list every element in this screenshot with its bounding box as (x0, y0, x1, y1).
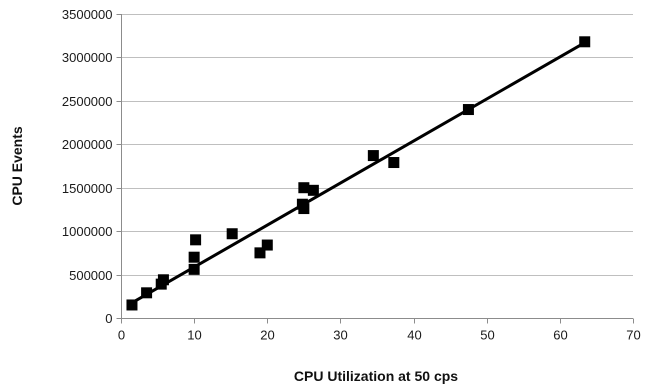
x-tick-label: 10 (187, 328, 201, 343)
y-axis-title: CPU Events (9, 126, 25, 206)
x-tick-label: 70 (626, 328, 640, 343)
y-tick-label: 3500000 (62, 7, 113, 22)
y-tick-label: 1500000 (62, 181, 113, 196)
x-axis-title: CPU Utilization at 50 cps (294, 368, 458, 384)
trendline (128, 41, 587, 306)
data-point (388, 157, 400, 169)
trendline-layer (128, 41, 587, 306)
x-tick-label: 30 (333, 328, 347, 343)
y-tick-label: 2000000 (62, 137, 113, 152)
gridlines (121, 14, 633, 276)
data-point (126, 299, 138, 311)
data-point (254, 247, 266, 259)
data-point (462, 104, 474, 116)
data-point (261, 239, 273, 251)
y-tick-label: 2500000 (62, 94, 113, 109)
data-point (298, 182, 310, 194)
y-tick-label: 3000000 (62, 50, 113, 65)
data-point (226, 228, 238, 240)
y-tick-labels: 0 500000 1000000 1500000 2000000 2500000 30000… (62, 7, 113, 326)
axes (116, 14, 634, 324)
data-point (188, 263, 200, 275)
x-tick-label: 50 (480, 328, 494, 343)
x-tick-label: 40 (407, 328, 421, 343)
data-point (579, 36, 591, 48)
x-tick-label: 0 (118, 328, 125, 343)
x-tick-label: 60 (553, 328, 567, 343)
data-point (307, 184, 319, 196)
y-tick-label: 1000000 (62, 224, 113, 239)
data-point (367, 150, 379, 162)
y-tick-label: 0 (105, 311, 112, 326)
data-points (126, 36, 591, 311)
x-tick-labels: 0 10 20 30 40 50 60 70 (118, 328, 641, 343)
data-point (141, 287, 153, 299)
data-point (298, 203, 310, 215)
x-tick-label: 20 (260, 328, 274, 343)
data-point (190, 234, 202, 246)
data-point (188, 251, 200, 263)
y-tick-label: 500000 (69, 268, 112, 283)
data-point (157, 274, 169, 286)
